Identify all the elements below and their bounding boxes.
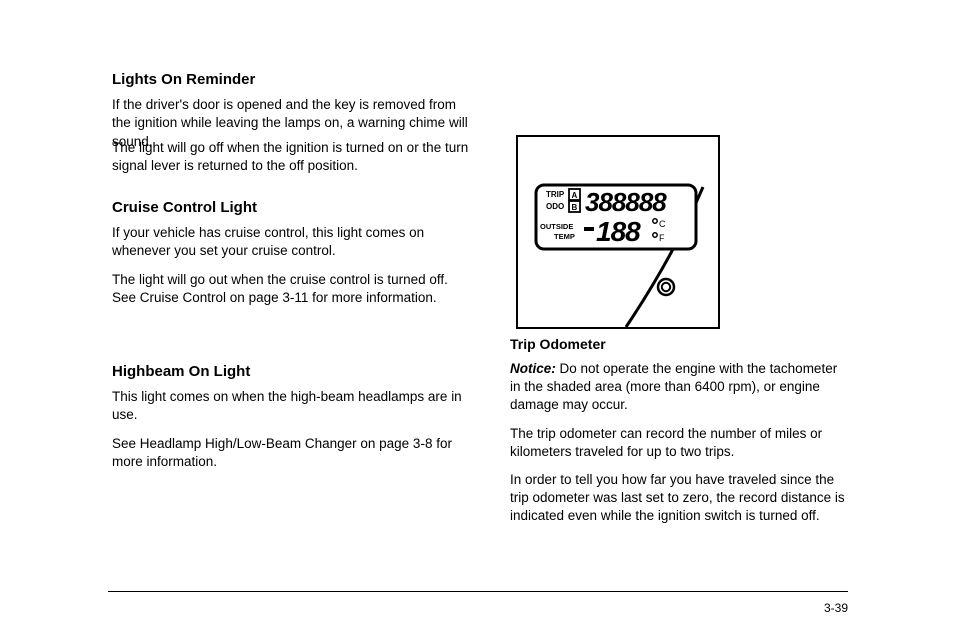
section-highbeam: Highbeam On Light This light comes on wh…	[112, 362, 472, 481]
label-outside: OUTSIDE	[540, 222, 573, 231]
page-number: 3-39	[824, 601, 848, 615]
label-b: B	[572, 203, 578, 212]
para-highbeam-1: This light comes on when the high-beam h…	[112, 388, 472, 424]
para-cruise-2: The light will go out when the cruise co…	[112, 271, 472, 307]
para-highbeam-2: See Headlamp High/Low-Beam Changer on pa…	[112, 435, 472, 471]
heading-trip-odometer: Trip Odometer	[510, 335, 850, 354]
main-digits: 388888	[585, 187, 667, 217]
tach-notice: Notice: Do not operate the engine with t…	[510, 360, 850, 415]
notice-label: Notice:	[510, 361, 556, 376]
reset-button-inner	[662, 283, 670, 291]
label-f: F	[659, 233, 665, 243]
section-cruise: Cruise Control Light If your vehicle has…	[112, 198, 472, 317]
heading-cruise: Cruise Control Light	[112, 198, 472, 218]
section-trip-odometer: Trip Odometer Notice: Do not operate the…	[510, 335, 850, 536]
para-cruise-1: If your vehicle has cruise control, this…	[112, 224, 472, 260]
heading-highbeam: Highbeam On Light	[112, 362, 472, 382]
footer-rule	[108, 591, 848, 592]
para-trip-2: In order to tell you how far you have tr…	[510, 471, 850, 526]
para-trip-1: The trip odometer can record the number …	[510, 425, 850, 461]
reset-button-outer[interactable]	[658, 279, 674, 295]
lcd-svg: TRIP ODO A B 388888 OUTSIDE TEMP 188 C F	[518, 137, 718, 327]
label-temp: TEMP	[554, 232, 575, 241]
label-trip: TRIP	[546, 190, 565, 199]
label-a: A	[572, 191, 578, 200]
page: Lights On Reminder If the driver's door …	[0, 0, 954, 636]
heading-lights-on: Lights On Reminder	[112, 70, 472, 90]
trip-odometer-figure: TRIP ODO A B 388888 OUTSIDE TEMP 188 C F	[516, 135, 720, 329]
label-c: C	[659, 219, 666, 229]
minus-segment	[584, 227, 594, 231]
label-odo: ODO	[546, 202, 564, 211]
para-light-off: The light will go off when the ignition …	[112, 139, 472, 175]
sub-digits: 188	[596, 216, 641, 247]
notice-text: Do not operate the engine with the tacho…	[510, 361, 837, 412]
